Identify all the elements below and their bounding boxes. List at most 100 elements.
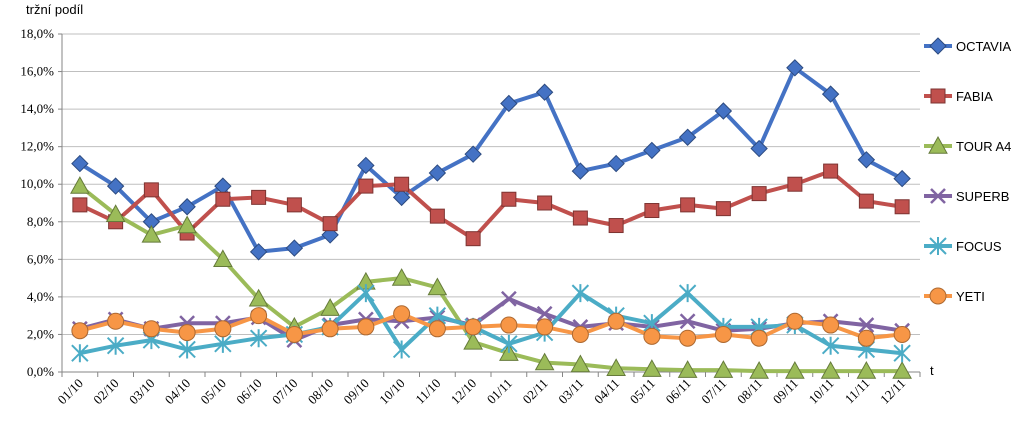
- data-point-superb: [679, 313, 696, 330]
- y-tick-label: 4,0%: [27, 289, 54, 304]
- data-point-yeti: [214, 320, 232, 338]
- data-point-yeti: [679, 329, 697, 347]
- legend-label: FOCUS: [956, 239, 1002, 254]
- x-tick-label: 01/11: [484, 376, 515, 407]
- data-point-tour-a4: [820, 361, 841, 379]
- data-point-yeti: [893, 325, 911, 343]
- data-point-tour-a4: [892, 361, 912, 379]
- data-point-tour-a4: [320, 298, 340, 316]
- data-point-tour-a4: [177, 215, 197, 234]
- data-point-fabia: [251, 189, 267, 205]
- data-point-focus: [249, 329, 268, 348]
- x-axis-title: t: [930, 363, 934, 378]
- data-point-yeti: [464, 318, 482, 336]
- data-point-octavia: [857, 151, 876, 169]
- data-point-yeti: [250, 307, 268, 325]
- data-point-fabia: [501, 191, 517, 207]
- data-point-tour-a4: [427, 277, 448, 296]
- data-point-yeti: [822, 316, 840, 334]
- x-tick-label: 08/11: [734, 376, 765, 407]
- data-point-fabia: [823, 163, 839, 179]
- legend-item-yeti: YETI: [924, 287, 985, 305]
- data-point-fabia: [322, 216, 338, 232]
- legend-marker-tour-a4: [928, 135, 948, 154]
- series-octavia: [71, 59, 911, 261]
- data-point-tour-a4: [534, 352, 555, 371]
- y-tick-label: 10,0%: [20, 176, 54, 191]
- y-tick-label: 14,0%: [20, 101, 54, 116]
- data-point-octavia: [714, 102, 733, 120]
- data-point-fabia: [215, 191, 231, 207]
- x-tick-label: 06/11: [663, 376, 694, 407]
- data-point-tour-a4: [856, 361, 877, 379]
- legend-item-superb: SUPERB: [924, 188, 1009, 204]
- data-point-tour-a4: [141, 224, 162, 243]
- data-point-yeti: [285, 325, 303, 343]
- data-point-tour-a4: [785, 361, 805, 379]
- x-tick-label: 03/10: [126, 376, 158, 408]
- x-tick-label: 09/10: [340, 376, 372, 408]
- data-point-superb: [858, 317, 875, 333]
- data-point-octavia: [106, 177, 125, 195]
- x-tick-label: 07/11: [698, 376, 729, 407]
- data-point-superb: [500, 290, 517, 307]
- x-tick-label: 04/11: [591, 376, 622, 407]
- data-point-superb: [536, 305, 553, 322]
- data-point-tour-a4: [105, 204, 126, 222]
- x-tick-label: 12/11: [877, 376, 908, 407]
- data-point-fabia: [537, 195, 553, 211]
- series-superb: [71, 290, 911, 348]
- data-point-yeti: [643, 327, 661, 345]
- data-point-fabia: [465, 231, 481, 247]
- data-point-octavia: [535, 83, 554, 101]
- x-tick-label: 12/10: [448, 376, 480, 408]
- legend-item-tour-a4: TOUR A4: [924, 135, 1011, 154]
- data-point-yeti: [857, 329, 875, 347]
- y-tick-label: 16,0%: [20, 64, 54, 79]
- data-point-yeti: [750, 329, 768, 347]
- series-line-octavia: [78, 65, 904, 254]
- series-line-fabia: [79, 169, 903, 241]
- legend: OCTAVIA FABIA TOUR A4 SUPERB FOCUS YETI: [924, 37, 1011, 305]
- legend-label: SUPERB: [956, 189, 1009, 204]
- y-tick-label: 8,0%: [27, 214, 54, 229]
- data-point-octavia: [214, 177, 232, 195]
- legend-marker-superb: [930, 188, 946, 204]
- data-point-octavia: [500, 94, 518, 113]
- data-point-focus: [357, 284, 375, 303]
- x-tick-label: 04/10: [162, 376, 194, 408]
- y-tick-label: 0,0%: [27, 364, 54, 379]
- x-tick-label: 05/10: [197, 376, 229, 408]
- data-point-focus: [500, 334, 518, 353]
- x-tick-label: 02/11: [520, 376, 551, 407]
- data-point-fabia: [751, 186, 767, 202]
- data-point-tour-a4: [213, 249, 233, 268]
- data-point-tour-a4: [70, 176, 90, 194]
- data-point-tour-a4: [248, 288, 269, 307]
- data-point-fabia: [572, 210, 588, 226]
- data-point-octavia: [178, 198, 196, 216]
- y-axis-title: tržní podíl: [26, 2, 83, 17]
- data-point-yeti: [428, 320, 446, 338]
- data-point-yeti: [607, 312, 625, 330]
- data-point-fabia: [608, 218, 624, 234]
- data-point-fabia: [680, 197, 696, 213]
- legend-item-octavia: OCTAVIA: [924, 37, 1011, 55]
- series-line-focus: [79, 291, 903, 356]
- data-point-yeti: [142, 320, 160, 338]
- data-point-fabia: [72, 197, 88, 213]
- x-tick-label: 09/11: [770, 376, 801, 407]
- data-point-octavia: [786, 59, 804, 77]
- data-point-focus: [214, 334, 232, 353]
- data-point-focus: [678, 284, 697, 303]
- data-point-tour-a4: [570, 354, 591, 373]
- y-tick-label: 18,0%: [20, 26, 54, 41]
- series-line-tour-a4: [78, 184, 903, 374]
- data-point-fabia: [858, 193, 874, 209]
- data-point-fabia: [143, 182, 159, 198]
- data-point-yeti: [107, 312, 125, 330]
- data-point-octavia: [607, 154, 625, 173]
- data-point-octavia: [643, 141, 661, 160]
- data-point-yeti: [71, 322, 89, 340]
